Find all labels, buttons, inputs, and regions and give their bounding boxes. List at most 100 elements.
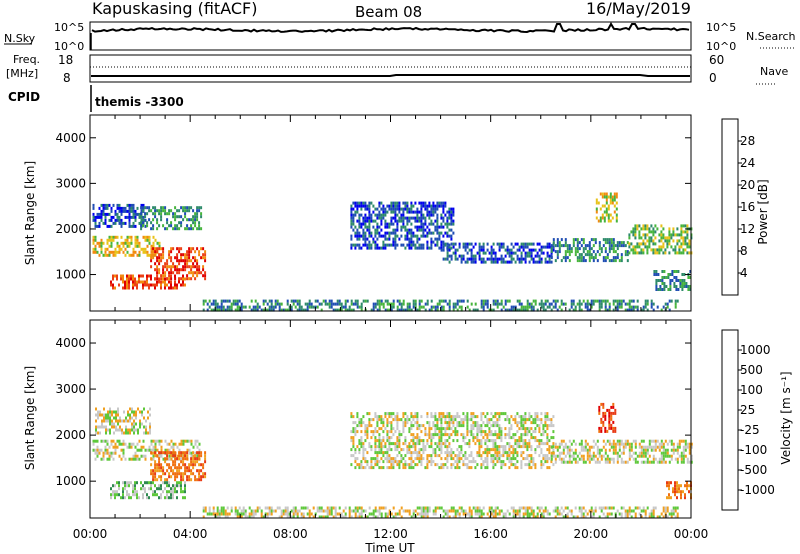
range-gate-cell	[105, 419, 107, 423]
range-gate-cell	[624, 445, 627, 449]
range-gate-cell	[432, 231, 435, 235]
range-gate-cell	[598, 253, 601, 257]
range-gate-cell	[116, 215, 119, 219]
range-gate-cell	[154, 460, 157, 464]
range-gate-cell	[474, 466, 477, 470]
range-gate-cell	[360, 515, 363, 519]
range-gate-cell	[378, 204, 381, 208]
range-gate-cell	[360, 424, 363, 428]
range-gate-cell	[410, 421, 413, 425]
range-gate-cell	[370, 512, 373, 516]
range-gate-cell	[158, 487, 160, 491]
range-gate-cell	[436, 231, 439, 235]
range-gate-cell	[538, 424, 541, 428]
range-gate-cell	[286, 509, 289, 513]
range-gate-cell	[350, 439, 353, 443]
range-gate-cell	[616, 241, 619, 245]
range-gate-cell	[118, 250, 121, 254]
range-gate-cell	[135, 422, 137, 426]
range-gate-cell	[512, 448, 515, 452]
range-gate-cell	[496, 257, 499, 261]
range-gate-cell	[478, 515, 481, 519]
range-gate-cell	[134, 235, 137, 239]
range-gate-cell	[464, 245, 467, 249]
range-gate-cell	[632, 227, 635, 231]
range-gate-cell	[648, 236, 651, 240]
range-gate-cell	[604, 302, 607, 306]
range-gate-cell	[578, 305, 581, 309]
range-gate-cell	[106, 212, 109, 216]
range-gate-cell	[518, 308, 521, 312]
range-gate-cell	[196, 247, 199, 251]
range-gate-cell	[646, 448, 649, 452]
range-gate-cell	[140, 215, 143, 219]
range-gate-cell	[638, 454, 641, 458]
range-gate-cell	[174, 212, 177, 216]
range-gate-cell	[498, 412, 501, 416]
range-gate-cell	[604, 414, 607, 418]
range-gate-cell	[612, 420, 615, 424]
range-gate-cell	[661, 288, 664, 291]
range-gate-cell	[450, 237, 453, 241]
range-gate-cell	[412, 216, 415, 220]
range-gate-cell	[180, 206, 183, 210]
range-gate-cell	[522, 427, 525, 431]
range-gate-cell	[348, 305, 351, 309]
range-gate-cell	[154, 442, 157, 446]
range-gate-cell	[592, 445, 595, 449]
range-gate-cell	[564, 238, 567, 242]
range-gate-cell	[404, 225, 407, 229]
range-gate-cell	[176, 445, 179, 449]
range-gate-cell	[178, 451, 181, 455]
power-colorbar-label: Power [dB]	[756, 179, 770, 244]
range-gate-cell	[188, 451, 191, 455]
range-gate-cell	[170, 457, 173, 461]
range-gate-cell	[662, 233, 665, 237]
range-gate-cell	[123, 419, 125, 423]
range-gate-cell	[522, 445, 525, 449]
range-gate-cell	[352, 436, 355, 440]
range-gate-cell	[542, 442, 545, 446]
range-gate-cell	[282, 308, 285, 312]
range-gate-cell	[474, 260, 477, 264]
range-gate-cell	[430, 305, 433, 309]
range-gate-cell	[412, 234, 415, 238]
range-gate-cell	[424, 204, 427, 208]
range-gate-cell	[670, 442, 673, 446]
range-gate-cell	[174, 218, 177, 222]
range-gate-cell	[685, 285, 688, 288]
range-gate-cell	[230, 305, 233, 309]
range-gate-cell	[534, 451, 537, 455]
range-gate-cell	[404, 442, 407, 446]
range-gate-cell	[360, 509, 363, 513]
range-gate-cell	[350, 454, 353, 458]
range-gate-cell	[156, 439, 159, 443]
range-gate-cell	[180, 247, 183, 251]
range-gate-cell	[382, 302, 385, 306]
range-gate-cell	[182, 277, 184, 281]
range-gate-cell	[368, 231, 371, 235]
range-gate-cell	[196, 218, 199, 222]
range-gate-cell	[276, 506, 279, 510]
range-gate-cell	[456, 512, 459, 516]
range-gate-cell	[194, 256, 197, 260]
range-gate-cell	[214, 299, 217, 303]
range-gate-cell	[582, 460, 585, 464]
range-gate-cell	[512, 245, 515, 249]
range-gate-cell	[688, 448, 691, 452]
range-gate-cell	[123, 431, 125, 435]
range-gate-cell	[542, 251, 545, 255]
range-gate-cell	[216, 506, 219, 510]
range-gate-cell	[568, 244, 571, 248]
range-gate-cell	[384, 234, 387, 238]
range-gate-cell	[119, 428, 121, 432]
range-gate-cell	[354, 210, 357, 214]
range-gate-cell	[136, 481, 138, 485]
range-gate-cell	[628, 448, 631, 452]
range-gate-cell	[484, 415, 487, 419]
range-gate-cell	[452, 415, 455, 419]
range-gate-cell	[646, 245, 649, 249]
range-gate-cell	[384, 308, 387, 312]
range-gate-cell	[184, 496, 186, 500]
range-gate-cell	[128, 442, 131, 446]
